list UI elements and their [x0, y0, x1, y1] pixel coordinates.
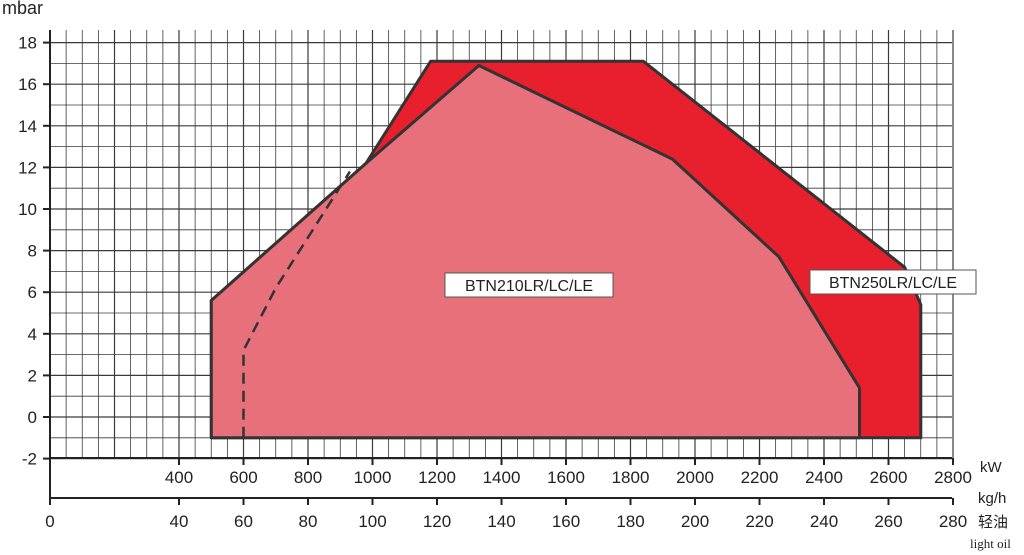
x-axis-unit-kw: kW [980, 459, 1003, 476]
x-axis-unit-cn: 轻油 [978, 514, 1008, 531]
chart-areas [209, 59, 923, 440]
area-btn210 [209, 64, 861, 440]
x-tick-label-kgh: 200 [681, 512, 709, 531]
y-tick-label: 8 [28, 242, 37, 261]
y-tick-label: 0 [28, 408, 37, 427]
x-tick-label-kw: 1000 [354, 468, 392, 487]
x-tick-label-kgh: 0 [45, 512, 54, 531]
label-btn210-text: BTN210LR/LC/LE [465, 278, 593, 295]
x-tick-label-kgh: 60 [234, 512, 253, 531]
x-tick-labels-kw: 400 600 800 1000 1200 1400 1600 1800 2000 2200 240… [165, 458, 972, 487]
x-axis-unit-en: light oil [970, 536, 1011, 551]
x-tick-label-kgh: 40 [170, 512, 189, 531]
y-axis-label: mbar [2, 0, 43, 18]
x-tick-label-kgh: 280 [939, 512, 967, 531]
x-tick-label-kgh: 260 [874, 512, 902, 531]
x-tick-label-kw: 2000 [676, 468, 714, 487]
x-tick-labels-kgh: 0 40 60 80 100 120 140 160 180 200 220 240 260 280 [45, 498, 967, 531]
y-tick-label: 2 [28, 366, 37, 385]
y-tick-labels: 18 16 14 12 10 8 6 4 2 0 -2 [18, 34, 50, 469]
x-tick-label-kw: 2600 [870, 468, 908, 487]
y-tick-label: 16 [18, 75, 37, 94]
x-tick-label-kw: 1200 [418, 468, 456, 487]
y-tick-label: 6 [28, 283, 37, 302]
x-tick-label-kw: 2400 [805, 468, 843, 487]
x-axis-unit-kgh: kg/h [978, 490, 1006, 507]
x-tick-label-kgh: 80 [299, 512, 318, 531]
x-tick-label-kw: 800 [294, 468, 322, 487]
x-tick-label-kgh: 180 [616, 512, 644, 531]
x-tick-label-kw: 1600 [547, 468, 585, 487]
y-tick-label: 4 [28, 325, 37, 344]
label-btn210-box [444, 272, 614, 298]
label-btn250-text: BTN250LR/LC/LE [829, 275, 957, 292]
x-tick-label-kw: 2800 [934, 468, 972, 487]
y-tick-label: 12 [18, 158, 37, 177]
x-tick-label-kgh: 100 [358, 512, 386, 531]
label-btn210: BTN210LR/LC/LE [444, 272, 614, 298]
y-tick-label: 18 [18, 34, 37, 53]
label-btn250: BTN250LR/LC/LE [809, 269, 977, 295]
x-tick-label-kgh: 240 [810, 512, 838, 531]
x-tick-label-kgh: 220 [745, 512, 773, 531]
x-tick-label-kw: 400 [165, 468, 193, 487]
y-tick-label: -2 [22, 450, 37, 469]
x-tick-label-kgh: 120 [423, 512, 451, 531]
x-tick-label-kw: 1800 [612, 468, 650, 487]
y-tick-label: 14 [18, 117, 37, 136]
x-tick-label-kgh: 140 [487, 512, 515, 531]
x-tick-label-kw: 2200 [741, 468, 779, 487]
x-tick-label-kw: 1400 [483, 468, 521, 487]
x-tick-label-kgh: 160 [552, 512, 580, 531]
label-btn250-box [809, 269, 977, 295]
dashed-boundary-line [242, 170, 351, 438]
y-tick-label: 10 [18, 200, 37, 219]
x-tick-label-kw: 600 [229, 468, 257, 487]
